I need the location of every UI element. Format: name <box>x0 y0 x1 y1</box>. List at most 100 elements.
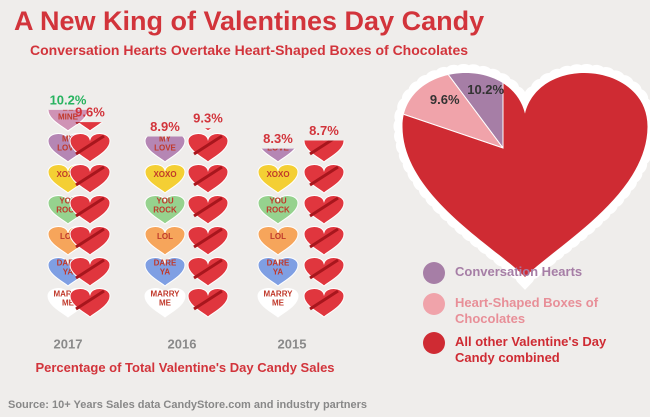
pie-slice <box>402 72 505 149</box>
box-ribbon <box>75 165 105 187</box>
candy-text: YOU <box>156 197 174 206</box>
box-ribbon <box>193 165 223 187</box>
candy-heart <box>47 109 89 132</box>
candy-text: LOVE <box>57 144 79 153</box>
box-heart <box>187 257 229 287</box>
box-heart <box>187 133 229 163</box>
box-ribbon <box>193 227 223 249</box>
box-heart <box>303 195 345 225</box>
box-ribbon <box>309 227 339 249</box>
box-ribbon <box>75 227 105 249</box>
candy-text: ME <box>159 299 172 308</box>
candy-text: YOU <box>269 197 287 206</box>
candy-text: LOL <box>157 232 173 241</box>
box-heart <box>69 257 111 287</box>
value-label: 9.3% <box>193 111 223 126</box>
candy-text: LOL <box>270 232 286 241</box>
candy-heart <box>257 257 299 287</box>
box-ribbon <box>193 258 223 280</box>
box-ribbon <box>309 196 339 218</box>
candy-text: MY <box>62 135 75 144</box>
box-heart <box>187 195 229 225</box>
pictograph-bar <box>187 128 229 318</box>
box-ribbon <box>193 196 223 218</box>
candy-text: MARRY <box>53 290 83 299</box>
candy-text: MINE <box>58 113 79 122</box>
box-heart <box>69 226 111 256</box>
x-tick-label: 2015 <box>278 336 307 351</box>
pie-slice <box>402 72 504 150</box>
pie-label: 9.6% <box>430 92 460 107</box>
box-heart <box>303 164 345 194</box>
pie-slice <box>402 72 648 277</box>
candy-text: DARE <box>57 259 80 268</box>
box-ribbon <box>309 165 339 187</box>
box-ribbon <box>75 289 105 311</box>
box-heart <box>187 164 229 194</box>
box-heart <box>69 288 111 318</box>
box-ribbon <box>309 140 334 156</box>
candy-text: YA <box>63 268 74 277</box>
candy-heart <box>257 226 299 256</box>
value-label: 9.6% <box>75 105 105 120</box>
candy-text: ME <box>62 299 75 308</box>
pie <box>402 72 648 277</box>
value-label: 8.7% <box>309 123 339 138</box>
candy-text: MARRY <box>263 290 293 299</box>
legend-label: All other Valentine's Day Candy combined <box>455 334 607 365</box>
x-tick-label: 2017 <box>54 336 83 351</box>
candy-text: MINE <box>268 113 289 122</box>
candy-heart <box>258 103 298 131</box>
legend-swatch <box>423 262 445 284</box>
candy-text: BE <box>272 104 284 113</box>
pictograph-bar <box>69 122 111 318</box>
candy-text: XOXO <box>153 170 176 179</box>
source: Source: 10+ Years Sales data CandyStore.… <box>8 399 367 411</box>
box-heart <box>303 288 345 318</box>
candy-text: YA <box>273 268 284 277</box>
box-heart <box>69 195 111 225</box>
legend-swatch <box>423 293 445 315</box>
candy-heart <box>257 195 299 225</box>
box-heart <box>187 288 229 318</box>
candy-heart <box>260 148 296 163</box>
title: A New King of Valentines Day Candy <box>14 6 485 36</box>
candy-heart <box>144 257 186 287</box>
candy-text: LOVE <box>267 144 289 153</box>
candy-heart <box>144 226 186 256</box>
candy-text: ME <box>272 299 285 308</box>
legend-swatch <box>423 332 445 354</box>
candy-text: DARE <box>267 259 290 268</box>
box-ribbon <box>193 289 223 311</box>
box-heart <box>69 133 111 163</box>
value-label: 8.3% <box>263 131 293 146</box>
box-heart <box>69 164 111 194</box>
legend-label: Conversation Hearts <box>455 264 583 279</box>
subtitle: Conversation Hearts Overtake Heart-Shape… <box>30 42 469 58</box>
candy-heart <box>144 164 186 194</box>
box-heart <box>303 140 345 163</box>
x-axis-label: Percentage of Total Valentine's Day Cand… <box>35 360 335 375</box>
box-heart <box>303 257 345 287</box>
value-label: 10.2% <box>50 92 87 107</box>
candy-text: YA <box>160 268 171 277</box>
candy-heart <box>144 288 186 318</box>
candy-text: ROCK <box>153 206 177 215</box>
candy-heart <box>144 195 186 225</box>
box-ribbon <box>309 258 339 280</box>
box-heart <box>203 128 213 132</box>
candy-text: BE <box>159 104 171 113</box>
pictograph-bar <box>303 140 345 318</box>
candy-heart <box>144 136 186 163</box>
candy-text: LOL <box>60 232 76 241</box>
box-ribbon <box>75 134 105 156</box>
candy-text: XOXO <box>56 170 79 179</box>
candy-text: DARE <box>154 259 177 268</box>
box-heart <box>303 226 345 256</box>
box-ribbon <box>75 196 105 218</box>
legend-label: Heart-Shaped Boxes of Chocolates <box>455 295 599 326</box>
candy-text: YOU <box>59 197 77 206</box>
